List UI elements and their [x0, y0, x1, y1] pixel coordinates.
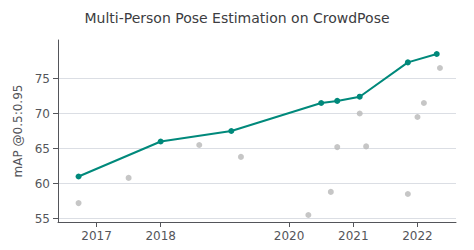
- svg-text:mAP @0.5:0.95: mAP @0.5:0.95: [11, 85, 25, 178]
- svg-text:2017: 2017: [81, 229, 112, 243]
- svg-text:60: 60: [35, 177, 50, 191]
- svg-text:55: 55: [35, 212, 50, 226]
- svg-text:75: 75: [35, 72, 50, 86]
- svg-text:70: 70: [35, 107, 50, 121]
- svg-text:2021: 2021: [338, 229, 369, 243]
- svg-text:Multi-Person Pose Estimation o: Multi-Person Pose Estimation on CrowdPos…: [84, 10, 389, 26]
- svg-text:2022: 2022: [402, 229, 433, 243]
- svg-text:65: 65: [35, 142, 50, 156]
- svg-text:2018: 2018: [145, 229, 176, 243]
- svg-text:2020: 2020: [274, 229, 305, 243]
